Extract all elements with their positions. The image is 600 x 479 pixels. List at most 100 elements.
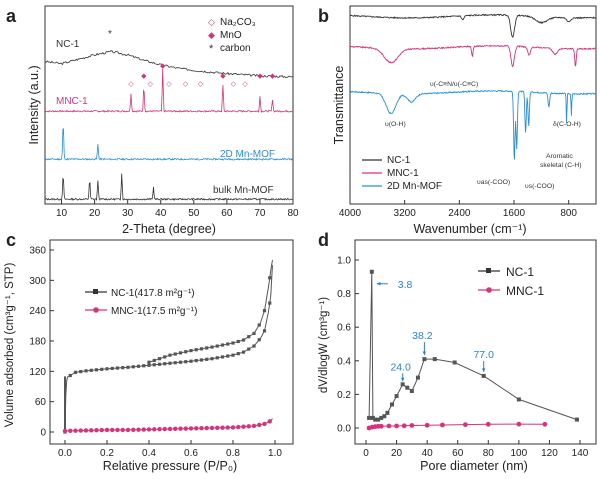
series-mnc1-isotherm-point — [152, 427, 157, 432]
series-nc1-desorption-point — [241, 338, 246, 342]
series-mnc1-isotherm-point — [241, 424, 246, 429]
series-mnc1-isotherm-point — [115, 427, 120, 433]
na2co3-marker: ◇ — [231, 81, 237, 88]
mno-marker: ◆ — [141, 73, 147, 80]
series-mnc1-xrd — [44, 68, 293, 114]
series-nc1-adsorption-point — [136, 364, 141, 368]
trace-label-2d-mn-mof: 2D Mn-MOF — [220, 149, 275, 160]
series-nc1-pore-point — [432, 357, 437, 362]
legend-2d-mn-mof: 2D Mn-MOF — [387, 181, 442, 192]
series-nc1-ftir — [349, 13, 597, 38]
series-mnc1-isotherm-point — [178, 426, 183, 431]
series-nc1-pore-point — [373, 417, 378, 422]
series-nc1-adsorption-point — [178, 360, 183, 364]
panel-a-letter: a — [6, 6, 17, 26]
xtick-label: 80 — [287, 208, 299, 219]
series-mnc1-pore-point — [440, 422, 445, 428]
series-mnc1-isotherm-point — [236, 424, 241, 430]
annotation-us-coo: υs(-COO) — [525, 183, 554, 190]
series-mnc1-isotherm-point — [104, 427, 110, 433]
legend-nc1: NC-1 — [387, 155, 411, 166]
series-mnc1-isotherm-point — [230, 425, 236, 430]
panel-c: c 0.0 0.2 0.4 0.6 0.8 1.0 0 60 120 180 240 300 360 R… — [4, 230, 294, 473]
series-nc1-desorption-point — [210, 345, 214, 349]
series-nc1-pore-point — [379, 415, 384, 420]
arrow-head-icon — [481, 368, 486, 372]
series-nc1-adsorption-point — [252, 344, 256, 348]
series-nc1-pore-point — [376, 417, 381, 422]
series-mnc1-isotherm-point — [167, 426, 173, 432]
panel-c-letter: c — [6, 230, 16, 250]
na2co3-marker: ◇ — [147, 81, 153, 88]
series-nc1-pore-point — [400, 382, 405, 387]
series-nc1-pore-point — [415, 375, 420, 380]
xtick-label: 4000 — [339, 208, 362, 219]
series-mnc1-isotherm-point — [204, 425, 209, 431]
series-mnc1-isotherm-point — [251, 423, 257, 429]
series-mnc1-isotherm-point — [188, 426, 194, 431]
xtick-label: 60 — [452, 448, 464, 459]
ytick-label: 0.8 — [337, 289, 351, 300]
series-nc1-desorption-point — [205, 346, 209, 350]
series-nc1-adsorption-point — [147, 363, 151, 367]
ytick-label: 120 — [29, 367, 46, 378]
series-nc1-pore-point — [409, 389, 414, 394]
series-mnc1-isotherm-point — [262, 421, 267, 427]
arrow-head-icon — [400, 377, 405, 382]
series-nc1-desorption-point — [189, 349, 193, 353]
panel-d-peak-annotations: 3.8 24.0 38.2 77.0 — [376, 279, 494, 382]
panel-c-ylabel: Volume adsorbed (cm³g⁻¹, STP) — [4, 263, 16, 428]
annotation-coh: δ(C-O-H) — [553, 121, 581, 128]
xtick-label: 0.0 — [58, 448, 72, 459]
series-nc1-adsorption-point — [184, 360, 188, 364]
legend-mnc1: MNC-1 — [387, 168, 419, 179]
legend-square-icon — [93, 289, 98, 294]
series-mnc1-isotherm-point — [199, 426, 204, 431]
series-nc1-adsorption-point — [168, 361, 172, 365]
series-nc1-desorption-point — [262, 309, 267, 313]
series-nc1-desorption-point — [173, 352, 177, 356]
peak-label-38-2: 38.2 — [412, 330, 433, 342]
xtick-label: 70 — [254, 208, 266, 219]
series-nc1-adsorption-point — [247, 347, 251, 351]
panel-b-spectra — [349, 13, 597, 160]
panel-b-ylabel: Transmittance — [332, 66, 346, 145]
series-mnc1-isotherm-point — [99, 427, 104, 433]
panel-a-xticks: 10 20 30 40 50 60 70 80 — [56, 200, 299, 219]
xtick-label: 10 — [56, 208, 68, 219]
series-mnc1-isotherm-point — [183, 426, 188, 431]
xtick-label: 3200 — [394, 208, 417, 219]
series-mnc1-isotherm-point — [141, 427, 146, 432]
series-nc1-adsorption-point — [268, 301, 272, 305]
series-mnc1-isotherm-point — [62, 428, 68, 434]
panel-b-letter: b — [318, 6, 329, 26]
series-nc1-desorption-point — [220, 343, 225, 347]
series-mnc1-pore-point — [516, 421, 522, 427]
series-nc1-pore-point — [516, 397, 521, 402]
annotation-skeletal: skeletal (C-H) — [540, 162, 582, 169]
xtick-label: 0.8 — [226, 448, 240, 459]
ytick-label: 180 — [29, 337, 46, 348]
arrow-head-icon — [422, 351, 427, 356]
series-nc1-desorption-point — [184, 350, 188, 354]
series-nc1-desorption-point — [163, 355, 167, 359]
series-nc1-pore-point — [367, 415, 372, 420]
series-nc1-desorption-point — [226, 342, 230, 346]
mno-marker: ◆ — [160, 63, 166, 70]
series-nc1-adsorption-point — [215, 356, 219, 360]
annotation-oh: υ(O-H) — [385, 121, 406, 128]
panel-a-xlabel: 2-Theta (degree) — [122, 222, 216, 236]
panel-c-xlabel: Relative pressure (P/P₀) — [103, 459, 237, 473]
xtick-label: 100 — [511, 448, 528, 459]
xtick-label: 40 — [422, 448, 434, 459]
series-nc1-adsorption-point — [105, 367, 109, 371]
series-mnc1-isotherm-point — [246, 424, 251, 429]
panel-a-legend: ◇ Na₂CO₃ ◆ MnO * carbon — [208, 17, 256, 55]
xtick-label: 800 — [560, 208, 577, 219]
series-nc1-desorption-point — [152, 358, 156, 363]
panel-d-ticks: 0 20 40 60 80 100 120 140 0.0 0.2 0.4 0.6 0.8 1.0 — [337, 256, 589, 460]
series-mnc1-pore-point — [401, 423, 407, 429]
series-nc1-pore-point — [422, 357, 427, 362]
ytick-label: 1.0 — [337, 256, 351, 267]
